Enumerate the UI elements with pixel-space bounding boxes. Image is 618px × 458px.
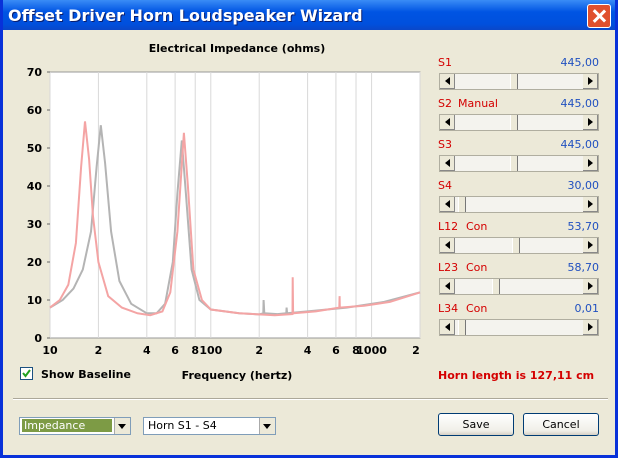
title-bar: Offset Driver Horn Loudspeaker Wizard xyxy=(3,0,615,30)
slider[interactable] xyxy=(439,73,599,90)
y-tick-label: 60 xyxy=(27,104,43,117)
arrow-left xyxy=(440,279,455,294)
chart-title: Electrical Impedance (ohms) xyxy=(149,42,326,55)
slider-value: 445,00 xyxy=(560,138,600,151)
arrow-left xyxy=(440,238,455,253)
slider-name: L12 xyxy=(438,220,459,233)
slider[interactable] xyxy=(439,319,599,336)
window-title: Offset Driver Horn Loudspeaker Wizard xyxy=(8,6,363,25)
y-tick-label: 30 xyxy=(27,218,43,231)
slider-value: 445,00 xyxy=(560,56,600,69)
arrow-left xyxy=(440,74,455,89)
slider[interactable] xyxy=(439,237,599,254)
close-button[interactable] xyxy=(587,4,611,28)
slider-name: S2 xyxy=(438,97,452,110)
slider-value: 58,70 xyxy=(567,261,600,274)
x-tick-label: 8 xyxy=(191,344,199,357)
arrow-right xyxy=(583,320,598,335)
slider-thumb xyxy=(510,156,518,171)
arrow-right xyxy=(583,238,598,253)
slider-value: 30,00 xyxy=(567,179,600,192)
slider-value: 445,00 xyxy=(560,97,600,110)
arrow-left xyxy=(440,115,455,130)
slider[interactable] xyxy=(439,278,599,295)
x-tick-label: 6 xyxy=(332,344,340,357)
slider-mode: Con xyxy=(466,302,488,315)
x-tick-label: 100 xyxy=(199,344,222,357)
arrow-right xyxy=(583,115,598,130)
cancel-button[interactable]: Cancel xyxy=(523,413,599,436)
view-combo[interactable]: Impedance xyxy=(19,417,131,435)
x-tick-label: 4 xyxy=(304,344,312,357)
save-button[interactable]: Save xyxy=(438,413,514,436)
slider[interactable] xyxy=(439,155,599,172)
slider-mode: Con xyxy=(466,261,488,274)
horn-length: Horn length is 127,11 cm xyxy=(438,369,595,382)
slider-name: S3 xyxy=(438,138,452,151)
slider-thumb xyxy=(492,279,500,294)
arrow-left xyxy=(440,197,455,212)
plot-area xyxy=(49,71,421,339)
series-line xyxy=(49,121,421,317)
combo-text: Horn S1 - S4 xyxy=(148,419,217,432)
y-tick-label: 20 xyxy=(27,256,43,269)
slider-name: S1 xyxy=(438,56,452,69)
arrow-right xyxy=(583,197,598,212)
slider-mode: Con xyxy=(466,220,488,233)
arrow-left xyxy=(440,320,455,335)
horn-combo[interactable]: Horn S1 - S4 xyxy=(143,417,276,435)
y-tick-label: 70 xyxy=(27,66,43,79)
slider-thumb xyxy=(510,115,518,130)
slider-name: L23 xyxy=(438,261,459,274)
slider-thumb xyxy=(458,320,466,335)
x-tick-label: 2 xyxy=(255,344,263,357)
x-tick-label: 4 xyxy=(143,344,151,357)
slider[interactable] xyxy=(439,196,599,213)
slider-name: L34 xyxy=(438,302,459,315)
arrow-left xyxy=(440,156,455,171)
x-axis-label: Frequency (hertz) xyxy=(182,369,293,382)
x-tick-label: 2 xyxy=(412,344,420,357)
y-tick-label: 40 xyxy=(27,180,43,193)
x-tick-label: 8 xyxy=(352,344,360,357)
slider-value: 53,70 xyxy=(567,220,600,233)
chart: Electrical Impedance (ohms) Frequency (h… xyxy=(27,42,421,382)
separator xyxy=(13,398,608,400)
y-tick-label: 0 xyxy=(34,332,42,345)
y-tick-label: 50 xyxy=(27,142,43,155)
y-tick-label: 10 xyxy=(27,294,43,307)
slider-thumb xyxy=(512,238,520,253)
x-tick-label: 6 xyxy=(171,344,179,357)
arrow-right xyxy=(583,279,598,294)
arrow-right xyxy=(583,156,598,171)
series-line xyxy=(49,125,421,316)
x-tick-label: 2 xyxy=(95,344,103,357)
checkbox-label[interactable]: Show Baseline xyxy=(41,368,131,381)
slider-mode: Manual xyxy=(458,97,498,110)
x-tick-label: 10 xyxy=(42,344,58,357)
slider-thumb xyxy=(458,197,466,212)
arrow-right xyxy=(583,74,598,89)
slider-name: S4 xyxy=(438,179,452,192)
check-mark xyxy=(22,369,31,378)
checkbox[interactable] xyxy=(20,367,33,380)
slider[interactable] xyxy=(439,114,599,131)
slider-thumb xyxy=(510,74,518,89)
combo-text: Impedance xyxy=(22,419,112,432)
x-tick-label: 1000 xyxy=(356,344,387,357)
slider-value: 0,01 xyxy=(574,302,600,315)
